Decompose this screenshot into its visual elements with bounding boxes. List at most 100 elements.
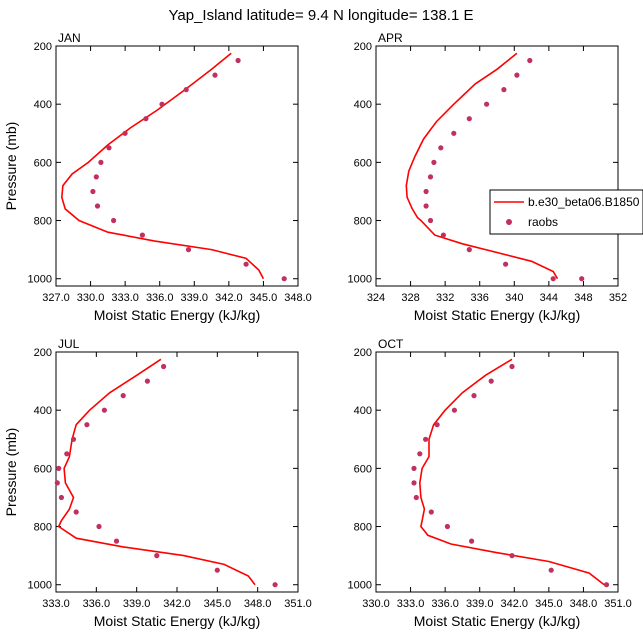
apr-xtick-label: 324 xyxy=(367,292,385,304)
oct-raobs-point xyxy=(423,436,429,442)
jul-xaxis-label: Moist Static Energy (kJ/kg) xyxy=(94,613,261,629)
apr-raobs-point xyxy=(431,159,437,165)
jul-xtick-label: 348.0 xyxy=(244,598,272,610)
panel-jan: JAN 327.0 330.0 333.0 336.0 339.0 342.0 345.0 34… xyxy=(3,31,312,323)
oct-raobs-point xyxy=(444,523,450,530)
jul-raobs-point xyxy=(64,451,70,457)
apr-raobs-point xyxy=(484,101,490,107)
oct-ytick-label: 400 xyxy=(354,405,372,417)
oct-xtick-label: 351.0 xyxy=(604,598,632,610)
jul-model-line xyxy=(57,358,256,586)
apr-raobs-point xyxy=(423,203,429,209)
panel-apr: APR 324 328 332 336 340 344 348 352 200 400 600 800 1… xyxy=(348,31,628,323)
jan-raobs-point xyxy=(106,145,112,151)
jul-xtick-label: 339.0 xyxy=(123,598,151,610)
jul-raobs-point xyxy=(120,393,126,399)
jan-ytick-label: 1000 xyxy=(28,274,52,286)
jan-xtick-label: 336.0 xyxy=(146,292,174,304)
jan-xtick-label: 327.0 xyxy=(42,292,70,304)
oct-xtick-label: 330.0 xyxy=(362,598,390,610)
jul-raobs-point xyxy=(144,378,150,384)
jul-ytick-label: 800 xyxy=(34,522,52,534)
oct-xtick-label: 339.0 xyxy=(466,598,494,610)
oct-month-label: OCT xyxy=(378,337,404,351)
jul-raobs-point xyxy=(58,494,64,501)
jan-xtick-label: 342.0 xyxy=(215,292,243,304)
oct-raobs-point xyxy=(411,480,417,486)
oct-raobs-point xyxy=(488,378,494,384)
jan-raobs-point xyxy=(212,72,218,78)
jul-plot-frame xyxy=(55,351,299,593)
jan-raobs-point xyxy=(90,188,96,195)
jan-xtick-label: 348.0 xyxy=(284,292,312,304)
apr-raobs-point xyxy=(579,276,585,282)
jul-xtick-label: 342.0 xyxy=(163,598,191,610)
apr-xaxis-label: Moist Static Energy (kJ/kg) xyxy=(414,307,581,323)
apr-raobs-point xyxy=(501,87,507,93)
apr-xtick-label: 336 xyxy=(471,292,489,304)
jul-raobs-point xyxy=(113,538,120,544)
apr-model-line xyxy=(405,52,559,280)
apr-xtick-label: 344 xyxy=(540,292,558,304)
jan-raobs-point xyxy=(185,247,192,253)
oct-xtick-label: 348.0 xyxy=(570,598,598,610)
oct-raobs-point xyxy=(509,553,515,559)
jul-yaxis-label: Pressure (mb) xyxy=(3,428,19,517)
jul-raobs-point xyxy=(56,465,62,471)
apr-raobs-point xyxy=(527,57,533,64)
oct-plot-frame xyxy=(375,351,619,593)
jul-raobs-point xyxy=(154,553,160,559)
legend-obs-label: raobs xyxy=(528,215,558,229)
apr-raobs-point xyxy=(466,247,472,253)
apr-ytick-label: 400 xyxy=(354,99,372,111)
apr-raobs-point xyxy=(423,188,429,195)
apr-raobs-point xyxy=(550,276,556,282)
jul-raobs-point xyxy=(96,523,102,530)
jul-xtick-label: 345.0 xyxy=(204,598,232,610)
apr-raobs-point xyxy=(427,217,434,224)
oct-raobs-point xyxy=(451,407,457,413)
oct-raobs-point xyxy=(509,363,515,370)
oct-model-line xyxy=(418,358,605,586)
jan-ytick-label: 200 xyxy=(34,41,52,53)
apr-raobs-point xyxy=(514,72,520,78)
jul-raobs-point xyxy=(272,582,278,588)
apr-xtick-label: 348 xyxy=(574,292,592,304)
oct-raobs-point xyxy=(413,494,419,501)
jul-ytick-label: 1000 xyxy=(28,580,52,592)
jul-xtick-label: 351.0 xyxy=(284,598,312,610)
oct-raobs-point xyxy=(434,422,440,428)
apr-ytick-label: 600 xyxy=(354,157,372,169)
jan-raobs-point xyxy=(183,87,189,93)
jul-xtick-label: 336.0 xyxy=(83,598,111,610)
panel-jul: JUL 333.0 336.0 339.0 342.0 345.0 348.0 351.0 20… xyxy=(3,337,312,629)
jan-raobs-point xyxy=(281,276,287,282)
jan-xtick-label: 333.0 xyxy=(111,292,139,304)
legend: b.e30_beta06.B1850 raobs xyxy=(489,189,643,235)
panel-oct: OCT 330.0 333.0 336.0 339.0 342.0 345.0 348.0 35… xyxy=(348,337,632,629)
jan-raobs-point xyxy=(235,57,241,64)
legend-box xyxy=(489,189,643,235)
jul-month-label: JUL xyxy=(58,337,80,351)
jul-raobs-point xyxy=(54,480,60,486)
apr-raobs-point xyxy=(451,130,457,136)
jan-raobs-point xyxy=(243,261,249,267)
jan-plot-frame xyxy=(55,45,299,287)
jan-raobs-point xyxy=(139,232,145,238)
jan-raobs-point xyxy=(94,203,101,209)
oct-raobs-point xyxy=(469,538,475,544)
jul-raobs-point xyxy=(73,509,79,515)
jul-ytick-label: 200 xyxy=(34,347,52,359)
apr-xtick-label: 332 xyxy=(436,292,454,304)
oct-raobs-point xyxy=(603,582,610,588)
jan-xtick-label: 345.0 xyxy=(250,292,278,304)
jan-raobs-point xyxy=(93,174,99,180)
apr-plot-frame xyxy=(375,45,619,287)
oct-ytick-label: 200 xyxy=(354,347,372,359)
jan-yaxis-label: Pressure (mb) xyxy=(3,122,19,211)
jan-raobs-point xyxy=(143,116,149,122)
chart-title: Yap_Island latitude= 9.4 N longitude= 13… xyxy=(169,7,474,24)
apr-raobs-point xyxy=(466,116,472,122)
legend-obs-marker xyxy=(506,219,512,225)
apr-raobs-point xyxy=(440,232,446,238)
